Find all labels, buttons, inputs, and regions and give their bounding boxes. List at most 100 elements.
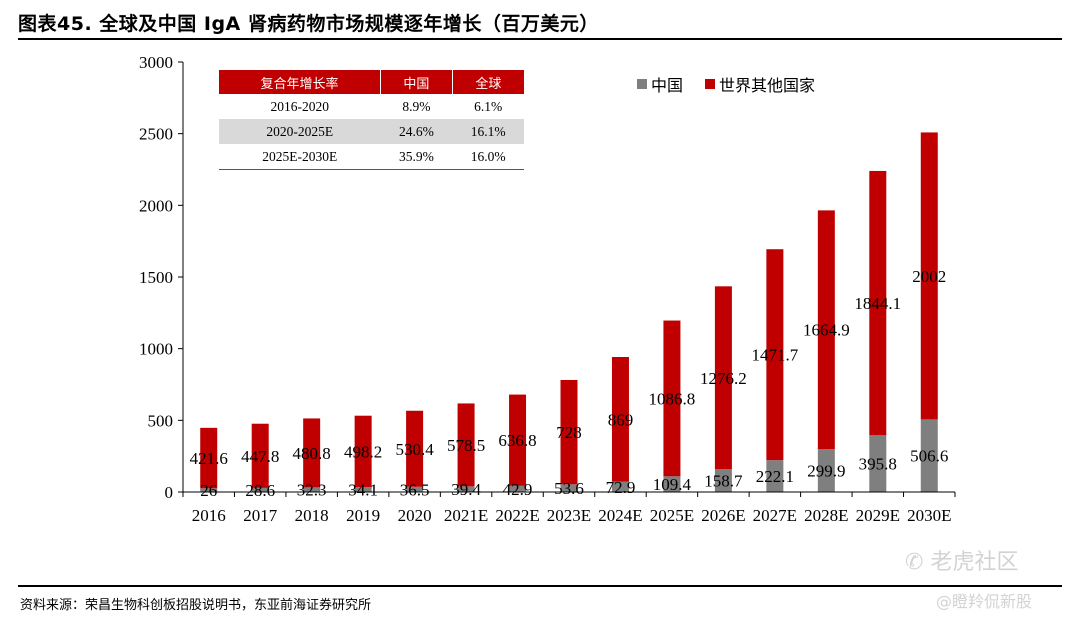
bar-rest-of-world <box>509 394 527 486</box>
bar-china <box>200 488 218 492</box>
data-label-china: 109.4 <box>653 475 692 494</box>
legend-label-china: 中国 <box>651 76 683 95</box>
y-axis: 0 500 1000 1500 2000 2500 3000 <box>139 53 184 502</box>
x-tick-label: 2028E <box>804 506 848 525</box>
cagr-global: 6.1% <box>474 98 503 114</box>
legend-swatch-rest-of-world <box>705 79 715 89</box>
bar-china <box>251 487 269 492</box>
x-tick-label: 2020 <box>398 506 432 525</box>
bar-rest-of-world <box>766 249 784 461</box>
y-tick-label: 1000 <box>139 340 173 359</box>
x-tick-label: 2016 <box>192 506 226 525</box>
title-bar: 图表45. 全球及中国 IgA 肾病药物市场规模逐年增长（百万美元） <box>18 6 1062 40</box>
cagr-header-period: 复合年增长率 <box>219 70 382 94</box>
cagr-period: 2020-2025E <box>219 119 381 144</box>
data-label-china: 32.3 <box>297 481 327 500</box>
x-tick-label: 2017 <box>243 506 278 525</box>
data-label-china: 26 <box>200 481 217 500</box>
bar-rest-of-world <box>303 418 321 488</box>
cagr-global: 16.1% <box>452 119 524 144</box>
data-label-china: 39.4 <box>451 480 481 499</box>
cagr-period: 2025E-2030E <box>219 144 381 170</box>
x-tick-label: 2022E <box>495 506 539 525</box>
data-label-rest-of-world: 1664.9 <box>803 321 850 340</box>
bar-china <box>663 476 681 492</box>
cagr-row: 2025E-2030E 35.9% 16.0% <box>219 144 524 170</box>
data-label-rest-of-world: 1276.2 <box>700 369 747 388</box>
x-tick-label: 2021E <box>444 506 488 525</box>
data-label-china: 28.6 <box>245 481 275 500</box>
data-label-rest-of-world: 498.2 <box>344 442 382 461</box>
watermark-icon: ✆ <box>905 550 924 575</box>
data-label-rest-of-world: 1844.1 <box>854 294 901 313</box>
data-label-china: 299.9 <box>807 462 845 481</box>
cagr-header-global: 全球 <box>452 70 524 94</box>
data-label-china: 34.1 <box>348 481 378 500</box>
x-tick-label: 2019 <box>346 506 380 525</box>
x-axis: 2016 2017 2018 2019 2020 2021E 2022E 2023E 2024E… <box>182 491 956 525</box>
bar-rest-of-world <box>354 415 372 488</box>
legend-label-rest-of-world: 世界其他国家 <box>719 76 815 95</box>
bar-rest-of-world <box>611 356 629 482</box>
bar-rest-of-world <box>200 427 218 489</box>
data-label-rest-of-world: 728 <box>556 423 582 442</box>
bar-china <box>303 487 321 492</box>
data-label-rest-of-world: 1471.7 <box>751 346 798 365</box>
y-tick-label: 3000 <box>139 53 173 72</box>
y-tick-label: 2000 <box>139 196 173 215</box>
data-label-rest-of-world: 421.6 <box>190 449 228 468</box>
y-tick-label: 0 <box>165 483 174 502</box>
watermark-handle: @瞪羚侃新股 <box>936 592 1033 611</box>
bar-rest-of-world <box>663 320 681 477</box>
data-label-rest-of-world: 480.8 <box>293 444 331 463</box>
bar-china <box>920 419 938 492</box>
x-tick-label: 2024E <box>598 506 642 525</box>
x-tick-label: 2025E <box>650 506 694 525</box>
cagr-china: 24.6% <box>380 119 453 144</box>
bar-china <box>560 484 578 492</box>
bar-rest-of-world <box>714 286 732 470</box>
bar-china <box>869 435 887 492</box>
cagr-row: 2020-2025E 24.6% 16.1% <box>219 119 524 144</box>
bar-china <box>354 487 372 492</box>
data-label-rest-of-world: 578.5 <box>447 436 485 455</box>
y-tick-label: 2500 <box>139 125 173 144</box>
data-label-rest-of-world: 447.8 <box>241 447 279 466</box>
chart-title: 图表45. 全球及中国 IgA 肾病药物市场规模逐年增长（百万美元） <box>18 13 599 35</box>
cagr-row: 2016-2020 8.9% 6.1% <box>219 94 524 119</box>
data-label-rest-of-world: 636.8 <box>498 431 536 450</box>
data-labels-group: 26 421.6 28.6 447.8 32.3 480.8 34.1 498.2 36.5 53… <box>190 267 949 500</box>
x-tick-label: 2027E <box>753 506 797 525</box>
bar-china <box>766 460 784 492</box>
bar-rest-of-world <box>869 170 887 436</box>
bar-rest-of-world <box>560 379 578 485</box>
y-tick-label: 500 <box>148 411 174 430</box>
data-label-china: 506.6 <box>910 447 948 466</box>
x-tick-label: 2026E <box>701 506 745 525</box>
legend-swatch-china <box>637 79 647 89</box>
bars-group <box>200 132 938 492</box>
cagr-china: 8.9% <box>402 98 431 114</box>
bar-china <box>817 449 835 492</box>
bar-china <box>611 481 629 492</box>
bar-china <box>406 486 424 492</box>
data-label-rest-of-world: 869 <box>608 410 634 429</box>
y-tick-label: 1500 <box>139 268 173 287</box>
legend: 中国 世界其他国家 <box>637 76 815 95</box>
bar-rest-of-world <box>457 403 475 487</box>
source-note: 资料来源：荣昌生物科创板招股说明书，东亚前海证券研究所 <box>20 598 372 613</box>
cagr-header-row: 复合年增长率 中国 全球 <box>219 70 524 94</box>
watermark-logo-text: 老虎社区 <box>930 550 1019 575</box>
data-label-rest-of-world: 2002 <box>912 267 946 286</box>
cagr-header-china: 中国 <box>380 70 453 94</box>
x-tick-label: 2018 <box>295 506 329 525</box>
bar-rest-of-world <box>251 423 269 488</box>
cagr-period: 2016-2020 <box>270 98 330 114</box>
cagr-table: 复合年增长率 中国 全球 2016-2020 8.9% 6.1% 2020-20… <box>219 70 524 170</box>
x-tick-label: 2029E <box>856 506 900 525</box>
data-label-rest-of-world: 530.4 <box>395 440 434 459</box>
data-label-rest-of-world: 1086.8 <box>649 389 696 408</box>
bar-rest-of-world <box>817 210 835 450</box>
bar-china <box>509 485 527 492</box>
data-label-china: 72.9 <box>606 478 636 497</box>
